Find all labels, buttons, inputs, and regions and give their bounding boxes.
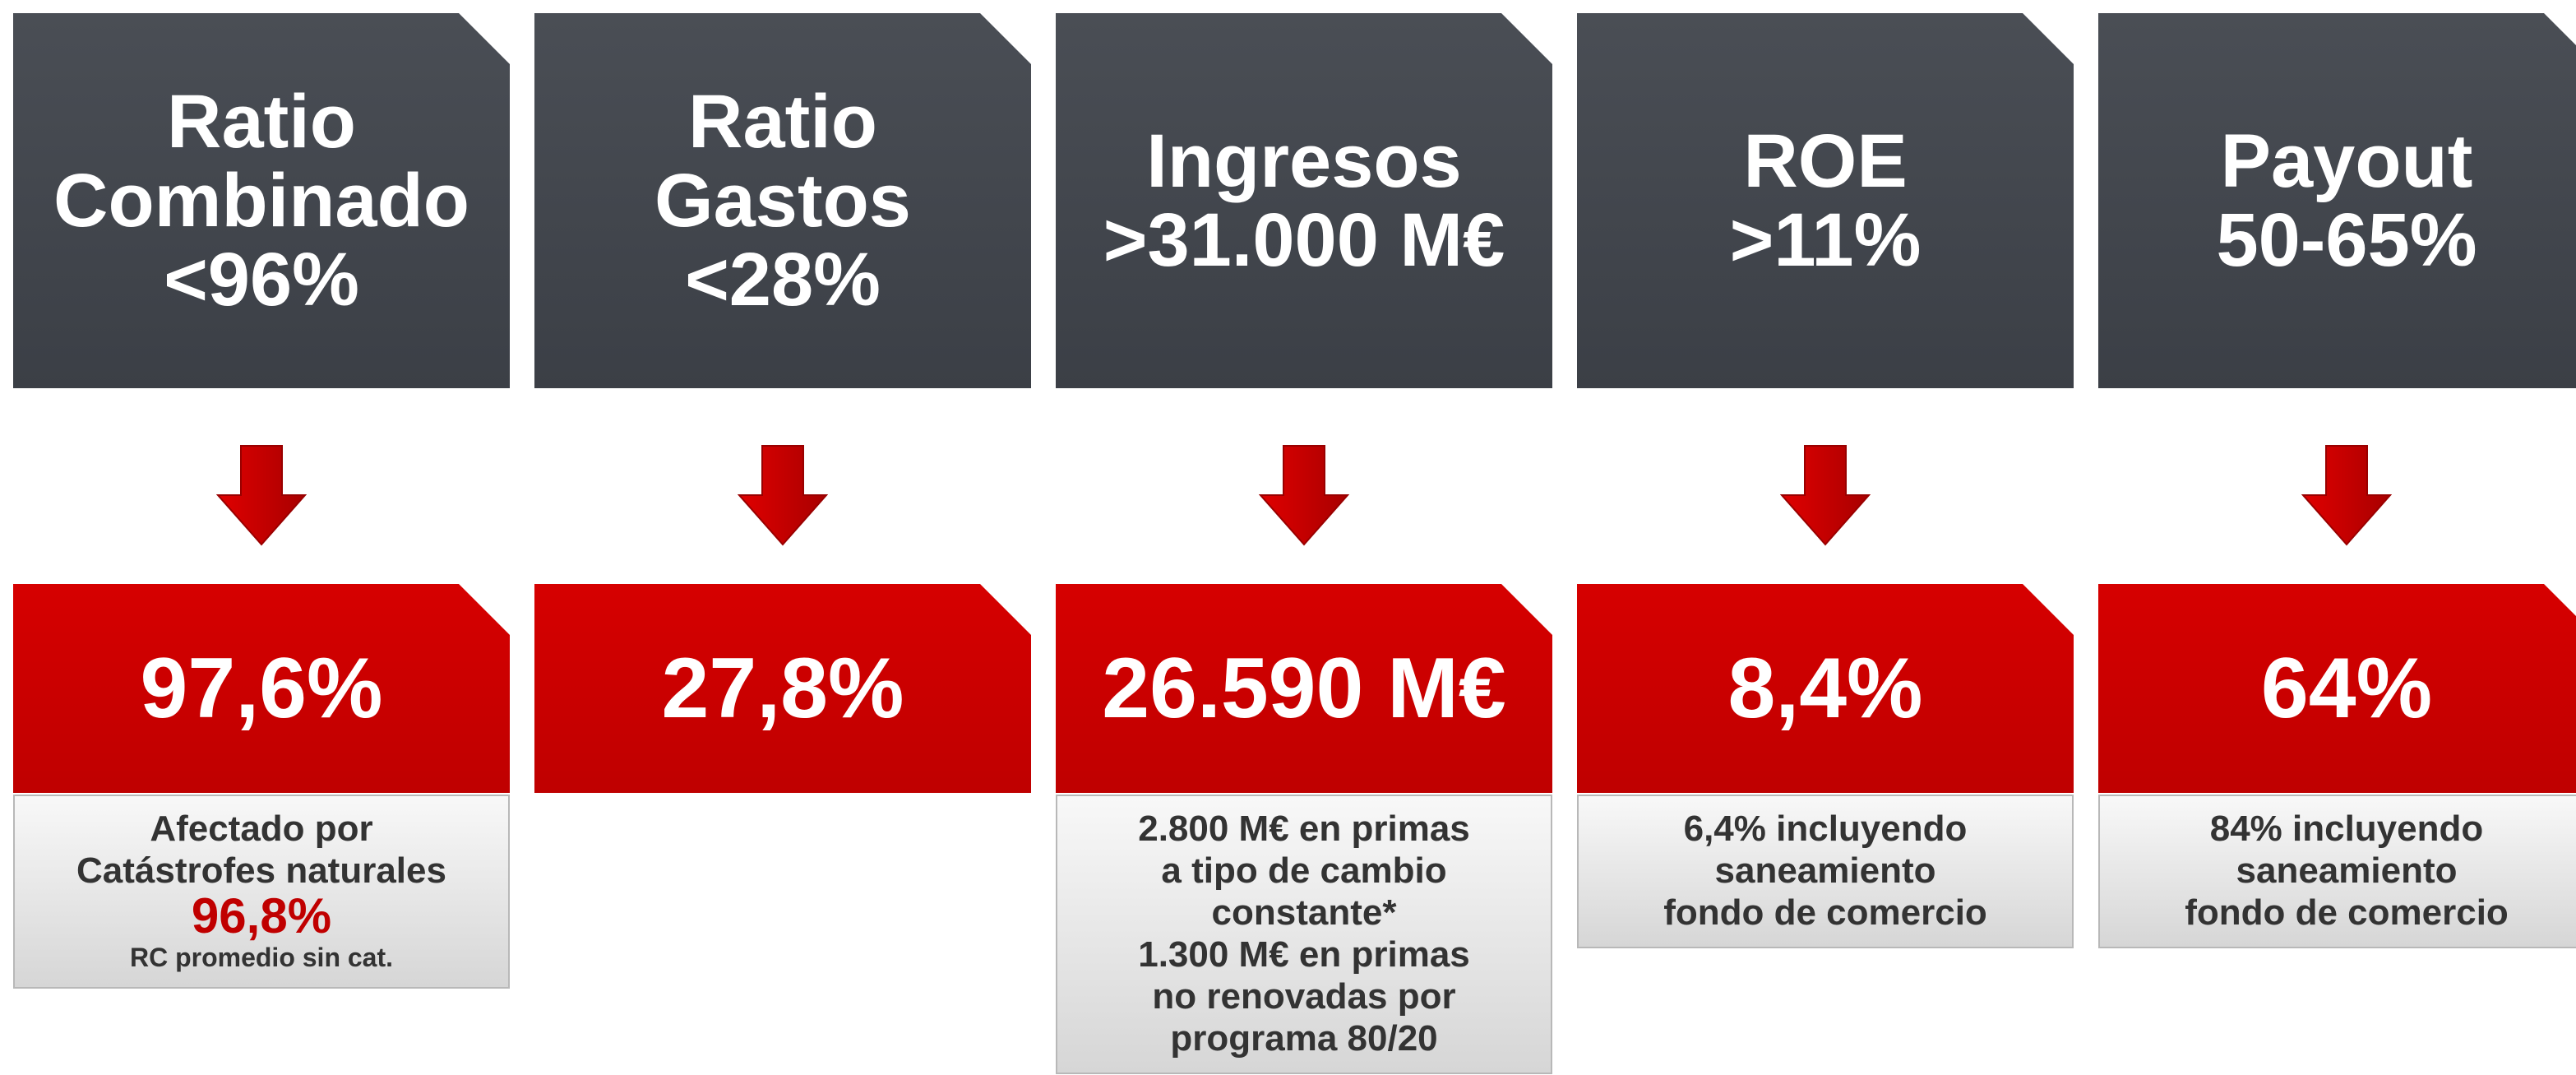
note-box: 6,4% incluyendo saneamiento fondo de comer… bbox=[1577, 795, 2074, 948]
note-line: saneamiento bbox=[1714, 850, 1936, 891]
result-box: 27,8% bbox=[534, 584, 1031, 793]
target-line: <28% bbox=[685, 238, 881, 322]
note-highlight: 96,8% bbox=[191, 888, 332, 943]
target-line: >11% bbox=[1729, 198, 1922, 282]
note-line: no renovadas por bbox=[1152, 976, 1456, 1017]
target-line: ROE bbox=[1743, 119, 1908, 203]
arrow bbox=[216, 445, 307, 546]
target-line: Gastos bbox=[654, 159, 911, 243]
target-line: Payout bbox=[2220, 119, 2473, 203]
note-line: 1.300 M€ en primas bbox=[1138, 934, 1470, 975]
target-box: ROE >11% bbox=[1577, 13, 2074, 388]
note-line: 6,4% incluyendo bbox=[1683, 809, 1968, 849]
target-line: <96% bbox=[164, 238, 359, 322]
note-line: fondo de comercio bbox=[2185, 892, 2509, 933]
note-line: fondo de comercio bbox=[1663, 892, 1987, 933]
target-box: Payout 50-65% bbox=[2098, 13, 2576, 388]
arrow bbox=[1259, 445, 1349, 546]
note-line: Catástrofes naturales bbox=[76, 850, 446, 891]
note-footnote: RC promedio sin cat. bbox=[129, 943, 394, 972]
result-box: 64% bbox=[2098, 584, 2576, 793]
note-box: 2.800 M€ en primas a tipo de cambio consta… bbox=[1056, 795, 1552, 1074]
target-line: >31.000 M€ bbox=[1103, 198, 1505, 282]
note-line: Afectado por bbox=[150, 809, 373, 849]
note-line: constante* bbox=[1211, 892, 1397, 933]
target-line: Ratio bbox=[688, 80, 877, 164]
target-line: Ratio bbox=[167, 80, 356, 164]
note-line: programa 80/20 bbox=[1170, 1018, 1438, 1059]
target-line: 50-65% bbox=[2216, 198, 2477, 282]
note-line: 2.800 M€ en primas bbox=[1138, 809, 1470, 849]
note-line: 84% incluyendo bbox=[2209, 809, 2484, 849]
result-box: 97,6% bbox=[13, 584, 510, 793]
note-line: a tipo de cambio bbox=[1161, 850, 1447, 891]
result-box: 26.590 M€ bbox=[1056, 584, 1552, 793]
note-line: saneamiento bbox=[2236, 850, 2458, 891]
target-line: Ingresos bbox=[1146, 119, 1462, 203]
target-box: Ingresos >31.000 M€ bbox=[1056, 13, 1552, 388]
target-line: Combinado bbox=[53, 159, 469, 243]
target-box: Ratio Combinado <96% bbox=[13, 13, 510, 388]
arrow bbox=[1780, 445, 1871, 546]
arrow bbox=[2301, 445, 2392, 546]
result-box: 8,4% bbox=[1577, 584, 2074, 793]
note-box: Afectado por Catástrofes naturales 96,8% RC… bbox=[13, 795, 510, 989]
target-box: Ratio Gastos <28% bbox=[534, 13, 1031, 388]
arrow bbox=[738, 445, 828, 546]
note-box: 84% incluyendo saneamiento fondo de comerc… bbox=[2098, 795, 2576, 948]
